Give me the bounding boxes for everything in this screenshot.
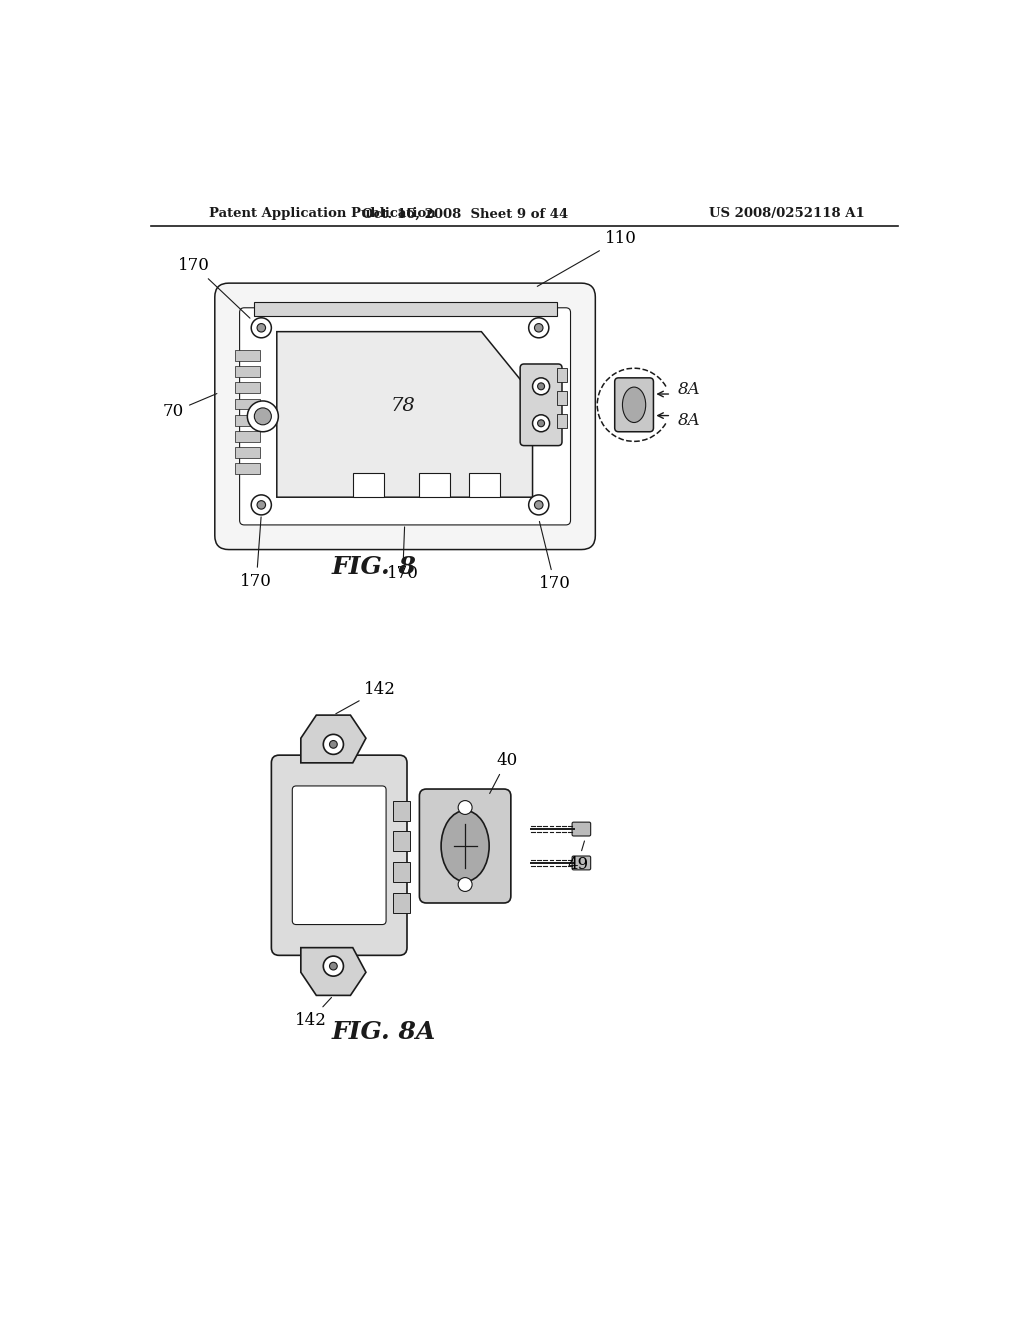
Text: 170: 170 [539, 521, 570, 593]
Ellipse shape [623, 387, 646, 422]
FancyBboxPatch shape [215, 284, 595, 549]
FancyBboxPatch shape [292, 785, 386, 924]
Bar [557, 368, 567, 381]
Ellipse shape [441, 810, 489, 882]
Circle shape [330, 962, 337, 970]
FancyBboxPatch shape [572, 822, 591, 836]
FancyBboxPatch shape [271, 755, 407, 956]
Bar [419, 473, 450, 498]
Circle shape [324, 956, 343, 977]
Bar [393, 800, 410, 821]
Text: 170: 170 [387, 527, 419, 582]
Bar [393, 832, 410, 851]
Bar [557, 414, 567, 428]
Circle shape [528, 318, 549, 338]
Circle shape [257, 323, 265, 333]
Polygon shape [276, 331, 532, 498]
Circle shape [248, 401, 279, 432]
Text: Oct. 16, 2008  Sheet 9 of 44: Oct. 16, 2008 Sheet 9 of 44 [362, 207, 568, 220]
Bar [393, 862, 410, 882]
Bar [234, 463, 260, 474]
Circle shape [458, 878, 472, 891]
Text: Patent Application Publication: Patent Application Publication [209, 207, 436, 220]
Polygon shape [301, 948, 366, 995]
Circle shape [538, 383, 545, 389]
Text: 110: 110 [538, 230, 637, 286]
Text: 40: 40 [489, 752, 517, 793]
Bar [234, 399, 260, 409]
Bar [234, 430, 260, 442]
Polygon shape [301, 715, 366, 763]
Bar [234, 367, 260, 378]
Text: 8A: 8A [678, 381, 700, 397]
Text: 70: 70 [163, 393, 217, 420]
FancyBboxPatch shape [614, 378, 653, 432]
Circle shape [532, 414, 550, 432]
Circle shape [330, 741, 337, 748]
Bar [234, 350, 260, 360]
FancyBboxPatch shape [240, 308, 570, 525]
Circle shape [251, 495, 271, 515]
Circle shape [535, 500, 543, 510]
Bar [352, 473, 384, 498]
Circle shape [458, 800, 472, 814]
Bar [557, 391, 567, 405]
FancyBboxPatch shape [520, 364, 562, 446]
Bar [393, 894, 410, 913]
Bar [234, 447, 260, 458]
Circle shape [251, 318, 271, 338]
Bar [234, 414, 260, 425]
Bar [254, 302, 557, 317]
Text: 78: 78 [391, 397, 416, 416]
Text: 170: 170 [178, 257, 250, 318]
Bar [469, 473, 500, 498]
Text: FIG. 8: FIG. 8 [332, 554, 417, 578]
Circle shape [535, 323, 543, 333]
Text: 170: 170 [241, 517, 272, 590]
Text: 142: 142 [295, 998, 332, 1028]
Circle shape [254, 408, 271, 425]
Text: 142: 142 [336, 681, 396, 714]
Circle shape [532, 378, 550, 395]
Bar [234, 383, 260, 393]
Circle shape [538, 420, 545, 426]
Circle shape [324, 734, 343, 755]
Text: 8A: 8A [678, 412, 700, 429]
FancyBboxPatch shape [572, 857, 591, 870]
Text: US 2008/0252118 A1: US 2008/0252118 A1 [710, 207, 865, 220]
Circle shape [257, 500, 265, 510]
Circle shape [528, 495, 549, 515]
FancyBboxPatch shape [420, 789, 511, 903]
Text: 49: 49 [567, 841, 588, 873]
Text: FIG. 8A: FIG. 8A [332, 1020, 436, 1044]
